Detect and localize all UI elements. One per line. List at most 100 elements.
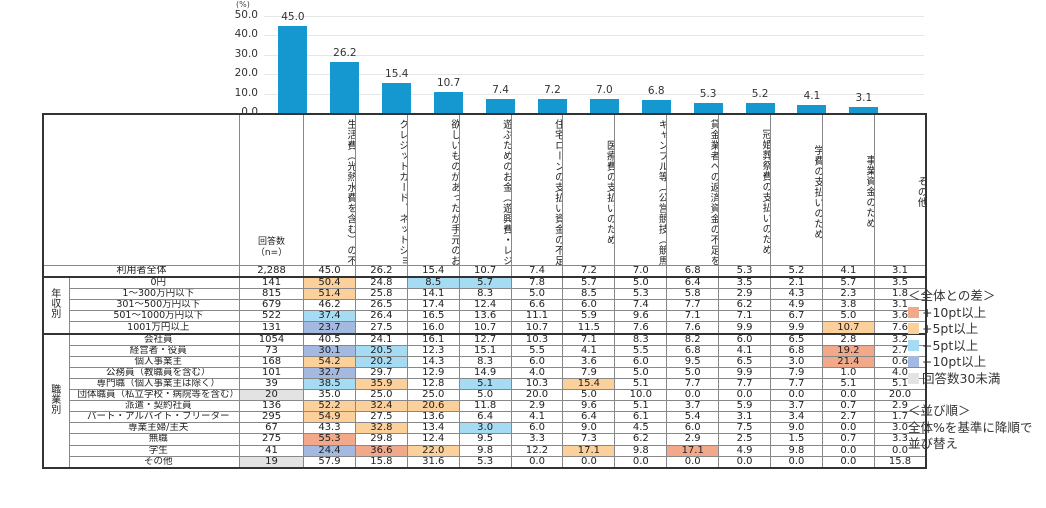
- table-row: 301～500万円以下 679 46.2 26.5 17.4 12.4 6.6 6.0 7.4 7…: [43, 299, 927, 312]
- data-cell: 0.0: [666, 455, 720, 469]
- data-cell: 10.3: [510, 377, 564, 391]
- data-cell: 5.0: [614, 366, 668, 379]
- grid-line: [264, 54, 924, 56]
- row-label: 1001万円以上: [68, 321, 241, 335]
- data-cell: 0.0: [770, 389, 823, 402]
- bar-value-label: 6.8: [647, 84, 665, 97]
- data-cell: 5.1: [821, 377, 875, 391]
- data-cell: 5.4: [666, 411, 720, 424]
- legend-item-p5: +5pt以上: [908, 321, 1032, 338]
- category-label: 遊ぶためのお金（遊興費・レジャー費）が足りなかったため: [458, 113, 512, 266]
- data-cell: 3.7: [666, 400, 720, 413]
- row-n: 41: [239, 444, 305, 457]
- row-n: 275: [239, 433, 305, 446]
- total-cell: 5.2: [770, 265, 823, 278]
- bar: [849, 106, 879, 113]
- data-cell: 37.4: [303, 310, 356, 323]
- data-cell: 9.8: [614, 444, 668, 457]
- row-label: 公務員（教職員を含む）: [68, 366, 241, 379]
- data-cell: 2.9: [718, 288, 772, 301]
- data-cell: 2.1: [770, 276, 823, 290]
- data-cell: 6.6: [510, 299, 564, 312]
- data-cell: 22.0: [406, 444, 460, 457]
- row-label: 会社員: [68, 332, 241, 346]
- row-label: 経営者・役員: [68, 344, 241, 357]
- row-label: パート・アルバイト・フリーター: [68, 411, 241, 424]
- data-cell: 0.0: [562, 455, 616, 469]
- grid-line: [264, 74, 924, 76]
- data-cell: 0.7: [821, 400, 875, 413]
- data-cell: 12.8: [406, 377, 460, 391]
- table-row: 1～300万円以下 815 51.4 25.8 14.1 8.3 5.0 8.5 5.3 5.8 2…: [43, 288, 927, 301]
- legend-items: +10pt以上 +5pt以上 −5pt以上 −10pt以上 回答数30未満: [908, 305, 1032, 388]
- table-row: その他 19 57.9 15.8 31.6 5.3 0.0 0.0 0.0 0.0 0.0 0.0 0.…: [43, 455, 927, 469]
- data-cell: 20.0: [510, 389, 564, 402]
- data-cell: 0.0: [666, 389, 720, 402]
- data-cell: 32.7: [303, 366, 356, 379]
- table-row: 派遣・契約社員 136 52.2 32.4 20.6 11.8 2.9 9.6 5.1 3.7 5.…: [43, 400, 927, 413]
- category-label: クレジットカード、ネットショッピングにおける後払い決済等の利用代金を支払う資金の…: [354, 113, 408, 266]
- data-cell: 5.0: [458, 389, 512, 402]
- data-cell: 1.0: [821, 366, 875, 379]
- data-cell: 9.6: [614, 310, 668, 323]
- data-cell: 26.5: [354, 299, 408, 312]
- data-cell: 19.2: [821, 344, 875, 357]
- data-cell: 16.5: [406, 310, 460, 323]
- legend-order-title: ＜並び順＞: [908, 403, 971, 418]
- data-cell: 29.8: [354, 433, 408, 446]
- data-cell: 7.6: [666, 321, 720, 335]
- data-cell: 9.8: [770, 444, 823, 457]
- data-cell: 13.6: [458, 310, 512, 323]
- data-cell: 20.5: [354, 344, 408, 357]
- data-cell: 9.9: [718, 321, 772, 335]
- data-cell: 7.8: [510, 276, 564, 290]
- total-row-label: 利用者全体: [42, 265, 241, 278]
- data-cell: 8.2: [666, 332, 720, 346]
- data-cell: 11.1: [510, 310, 564, 323]
- data-cell: 6.0: [510, 355, 564, 368]
- data-cell: 2.9: [510, 400, 564, 413]
- data-cell: 6.4: [666, 276, 720, 290]
- total-cell: 26.2: [354, 265, 408, 278]
- data-cell: 6.0: [510, 422, 564, 435]
- data-cell: 2.5: [718, 433, 772, 446]
- table-row: 専業主婦/主夫 67 43.3 32.8 13.4 3.0 6.0 9.0 4.5 6.0 7.5 9…: [43, 422, 927, 435]
- bar-value-label: 7.2: [544, 84, 561, 97]
- grid-line: [264, 35, 924, 37]
- data-cell: 7.1: [666, 310, 720, 323]
- table-row: 個人事業主 168 54.2 20.2 14.3 8.3 6.0 3.6 6.0 9.5 6.5 3.…: [43, 355, 927, 368]
- bar: [537, 99, 567, 113]
- row-n: 1054: [239, 332, 305, 346]
- legend-item-m10: −10pt以上: [908, 354, 1032, 371]
- legend-item-m5: −5pt以上: [908, 338, 1032, 355]
- data-cell: 6.1: [614, 411, 668, 424]
- group-label-char: 収: [51, 299, 62, 311]
- data-cell: 35.0: [303, 389, 356, 402]
- group-label-char: 職: [51, 384, 62, 396]
- n-header-line-2: （n=）: [255, 248, 288, 258]
- data-cell: 5.9: [718, 400, 772, 413]
- data-cell: 24.8: [354, 276, 408, 290]
- table-row: 団体職員（私立学校・病院等を含む） 20 35.0 25.0 25.0 5.0 20.0 5.…: [43, 389, 927, 402]
- bar-value-label: 5.2: [751, 87, 769, 100]
- data-cell: 5.0: [510, 288, 564, 301]
- total-cell: 7.4: [510, 265, 564, 278]
- group-label-char: 別: [51, 404, 62, 416]
- data-cell: 7.9: [770, 366, 823, 379]
- total-cell: 4.1: [821, 265, 875, 278]
- data-cell: 27.5: [354, 411, 408, 424]
- row-label: 専門職（個人事業主は除く）: [68, 377, 241, 391]
- data-cell: 0.0: [821, 455, 875, 469]
- bar: [330, 62, 360, 113]
- data-cell: 4.1: [718, 344, 772, 357]
- bar: [589, 99, 619, 113]
- data-cell: 8.3: [458, 355, 512, 368]
- bar: [434, 92, 464, 113]
- legend-swatch: [908, 323, 919, 334]
- data-cell: 25.8: [354, 288, 408, 301]
- bar-value-label: 4.1: [803, 90, 821, 103]
- data-cell: 0.0: [718, 455, 772, 469]
- data-cell: 15.8: [354, 455, 408, 469]
- data-cell: 6.5: [770, 332, 823, 346]
- data-cell: 5.8: [666, 288, 720, 301]
